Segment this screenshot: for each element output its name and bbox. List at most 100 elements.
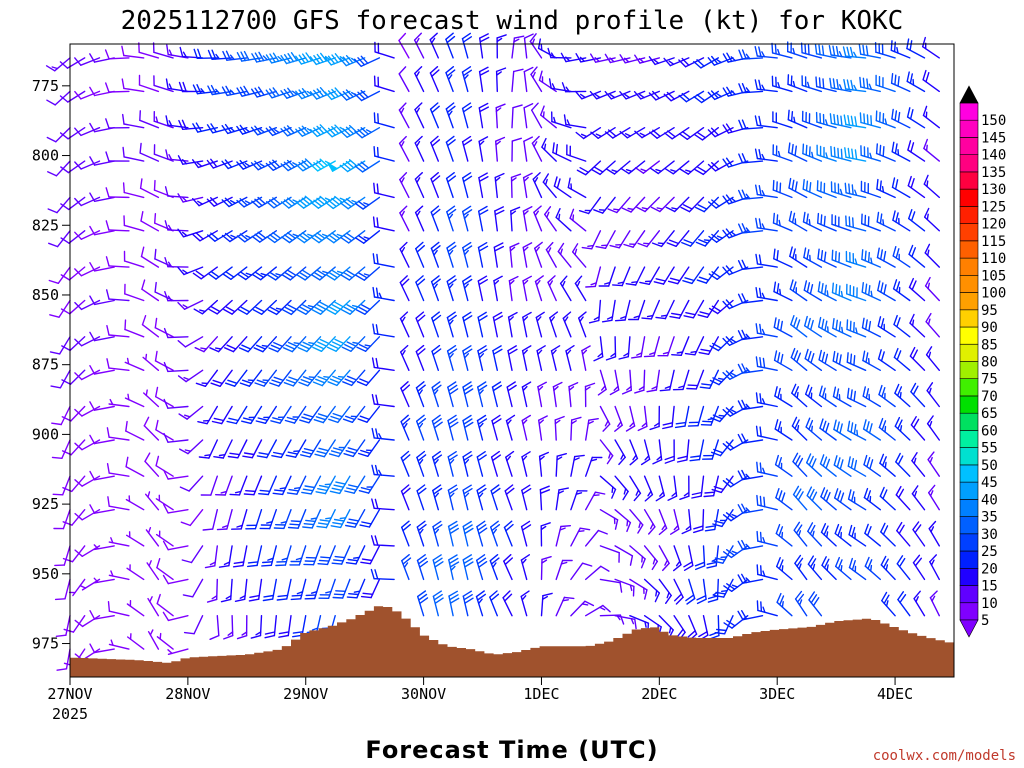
- wind-barb: [508, 275, 519, 302]
- wind-barb: [531, 135, 543, 162]
- wind-barb: [89, 470, 115, 481]
- wind-barb: [569, 208, 587, 232]
- wind-barb: [879, 453, 896, 477]
- wind-barb: [685, 578, 696, 605]
- wind-barb: [399, 241, 410, 268]
- colorbar-cell: [959, 171, 979, 190]
- wind-barb: [126, 564, 145, 581]
- wind-barb: [538, 451, 549, 477]
- wind-barb: [56, 648, 71, 671]
- wind-barb: [462, 590, 474, 617]
- wind-barb: [892, 245, 911, 268]
- wind-barb: [861, 317, 881, 338]
- credit-link[interactable]: coolwx.com/models: [873, 748, 1016, 764]
- wind-barb: [682, 266, 705, 285]
- wind-barb: [722, 439, 749, 451]
- colorbar-cell: [959, 154, 979, 173]
- wind-barb: [503, 554, 513, 581]
- wind-barb: [475, 590, 486, 617]
- wind-barb: [125, 420, 145, 441]
- wind-barb: [722, 369, 749, 380]
- colorbar-label: 150: [981, 113, 1006, 129]
- wind-barb: [673, 578, 684, 605]
- wind-barb: [490, 484, 501, 511]
- wind-barb: [845, 215, 867, 232]
- colorbar-cell: [959, 430, 979, 448]
- wind-barb: [896, 521, 911, 547]
- wind-barb: [431, 414, 443, 441]
- wind-barb: [178, 405, 204, 420]
- wind-barb: [360, 545, 381, 565]
- wind-barb: [737, 503, 764, 514]
- colorbar-label: 10: [981, 596, 998, 612]
- wind-barb: [177, 155, 204, 165]
- wind-barb: [139, 110, 160, 129]
- wind-barb: [894, 383, 911, 408]
- wind-barb: [373, 182, 395, 199]
- wind-barb: [929, 590, 940, 617]
- wind-barb: [371, 427, 395, 441]
- wind-barb: [910, 416, 926, 441]
- colorbar-label: 30: [981, 527, 998, 543]
- wind-barb: [694, 545, 706, 571]
- wind-barb: [523, 102, 534, 129]
- wind-barb: [926, 415, 940, 441]
- wind-barb: [355, 266, 381, 281]
- wind-barb: [416, 414, 427, 441]
- wind-barb: [445, 135, 456, 162]
- wind-barb: [693, 509, 705, 534]
- wind-barb: [540, 556, 552, 581]
- wind-barb: [126, 600, 145, 617]
- wind-barb: [164, 291, 189, 302]
- wind-barb: [845, 250, 867, 268]
- wind-barb: [74, 509, 101, 521]
- wind-barb: [462, 520, 474, 547]
- wind-barb: [493, 275, 503, 302]
- wind-barb: [162, 574, 189, 585]
- wind-barb: [311, 299, 336, 315]
- wind-barb: [629, 578, 648, 600]
- wind-barb: [296, 299, 322, 315]
- wind-barbs: [45, 32, 940, 671]
- wind-barb: [643, 545, 658, 571]
- wind-barb: [801, 110, 823, 129]
- wind-barb: [505, 414, 516, 441]
- wind-barb: [875, 74, 896, 93]
- wind-barb: [847, 489, 867, 511]
- wind-barb: [738, 82, 764, 94]
- wind-barb: [461, 102, 473, 129]
- wind-barb: [290, 578, 307, 601]
- wind-barb: [790, 315, 808, 338]
- wind-barb: [74, 475, 101, 487]
- wind-barb: [89, 643, 115, 654]
- wind-barb: [164, 186, 189, 199]
- wind-barb: [894, 416, 911, 441]
- wind-barb: [614, 405, 623, 432]
- wind-barb: [876, 211, 896, 232]
- wind-barb: [540, 105, 557, 129]
- wind-barb: [399, 205, 410, 232]
- wind-barb: [805, 417, 823, 441]
- colorbar-label: 85: [981, 337, 998, 353]
- wind-barb: [138, 42, 160, 59]
- wind-barb: [155, 419, 174, 441]
- wind-barb: [523, 33, 534, 59]
- colorbar-cell: [959, 550, 979, 569]
- wind-barb: [597, 369, 607, 396]
- wind-barb: [816, 180, 837, 199]
- wind-barb: [790, 347, 808, 371]
- wind-barb: [505, 450, 515, 477]
- wind-barb: [373, 145, 395, 162]
- wind-barb: [430, 135, 441, 162]
- wind-barb: [448, 590, 460, 617]
- wind-barb: [755, 356, 778, 371]
- wind-barb: [430, 205, 441, 232]
- wind-barb: [774, 419, 793, 441]
- wind-barb: [574, 275, 587, 302]
- wind-barb: [531, 102, 543, 129]
- wind-barb: [163, 327, 189, 339]
- wind-barb: [909, 313, 926, 338]
- wind-barb: [220, 578, 233, 603]
- wind-barb: [755, 253, 778, 268]
- wind-barb: [621, 369, 632, 395]
